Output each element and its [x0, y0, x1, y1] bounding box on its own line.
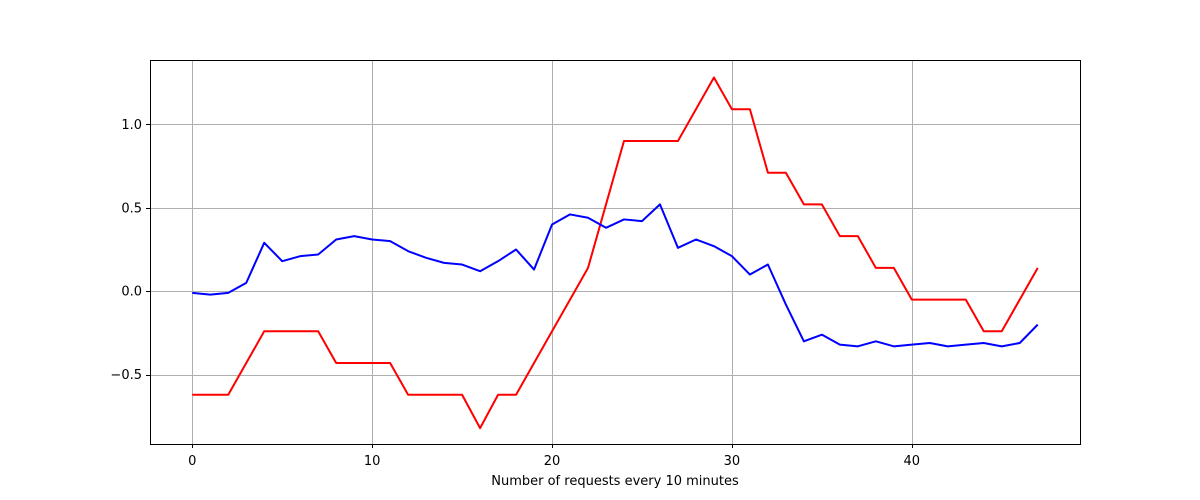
series-line-2: [192, 203, 1039, 348]
y-tick-label: −0.5: [110, 368, 142, 383]
series-layer: [192, 76, 1039, 430]
y-tick-label: 0.5: [121, 201, 142, 216]
x-axis-label: Number of requests every 10 minutes: [491, 474, 739, 489]
y-tick-label: 1.0: [121, 118, 142, 133]
x-tick-label: 40: [904, 454, 921, 469]
x-tick-label: 30: [724, 454, 741, 469]
grid: [150, 60, 1080, 444]
y-tick-label: 0.0: [121, 285, 142, 300]
x-tick-label: 10: [364, 454, 381, 469]
series-line-1: [192, 76, 1039, 430]
plot-frame: [150, 60, 1081, 445]
x-axis: 0 10 20 30 40: [188, 444, 920, 469]
y-axis: −0.5 0.0 0.5 1.0: [110, 118, 150, 383]
x-tick-label: 0: [188, 454, 196, 469]
x-tick-label: 20: [544, 454, 561, 469]
